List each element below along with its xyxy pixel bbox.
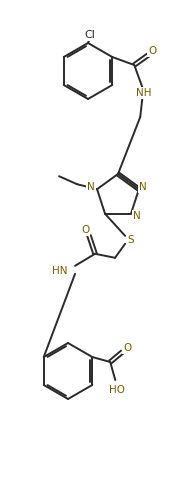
Text: O: O xyxy=(123,343,131,353)
Text: Cl: Cl xyxy=(85,30,95,40)
Text: N: N xyxy=(139,182,147,192)
Text: HO: HO xyxy=(109,385,125,395)
Text: NH: NH xyxy=(137,88,152,98)
Text: N: N xyxy=(133,211,141,221)
Text: HN: HN xyxy=(52,266,67,276)
Text: N: N xyxy=(87,182,95,192)
Text: O: O xyxy=(81,225,89,235)
Text: S: S xyxy=(128,235,134,245)
Text: O: O xyxy=(148,46,156,56)
